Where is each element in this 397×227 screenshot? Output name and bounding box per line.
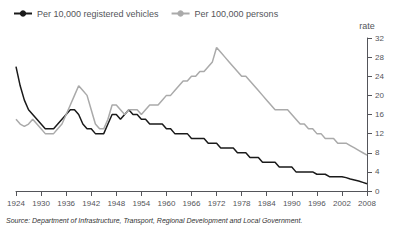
- svg-text:16: 16: [375, 110, 384, 119]
- svg-text:1960: 1960: [158, 199, 176, 208]
- svg-text:1948: 1948: [107, 199, 125, 208]
- svg-text:1924: 1924: [7, 199, 25, 208]
- svg-text:1984: 1984: [258, 199, 276, 208]
- svg-text:rate: rate: [359, 21, 375, 31]
- svg-text:1996: 1996: [308, 199, 326, 208]
- svg-text:2008: 2008: [358, 199, 376, 208]
- svg-text:1942: 1942: [82, 199, 100, 208]
- svg-text:28: 28: [375, 53, 384, 62]
- svg-text:1978: 1978: [233, 199, 251, 208]
- svg-text:Per 10,000 registered vehicles: Per 10,000 registered vehicles: [37, 9, 159, 19]
- svg-text:2002: 2002: [333, 199, 351, 208]
- svg-text:1954: 1954: [132, 199, 150, 208]
- svg-text:1990: 1990: [283, 199, 301, 208]
- svg-text:20: 20: [375, 91, 384, 100]
- svg-text:4: 4: [375, 167, 380, 176]
- svg-text:24: 24: [375, 72, 384, 81]
- svg-text:0: 0: [375, 187, 380, 196]
- svg-text:Per 100,000 persons: Per 100,000 persons: [195, 9, 279, 19]
- svg-text:1972: 1972: [208, 199, 226, 208]
- svg-text:1936: 1936: [57, 199, 75, 208]
- svg-text:32: 32: [375, 34, 384, 43]
- svg-text:12: 12: [375, 129, 384, 138]
- svg-text:1966: 1966: [183, 199, 201, 208]
- svg-text:8: 8: [375, 148, 380, 157]
- svg-text:1930: 1930: [32, 199, 50, 208]
- svg-text:Source: Department of Infrastr: Source: Department of Infrastructure, Tr…: [6, 217, 302, 225]
